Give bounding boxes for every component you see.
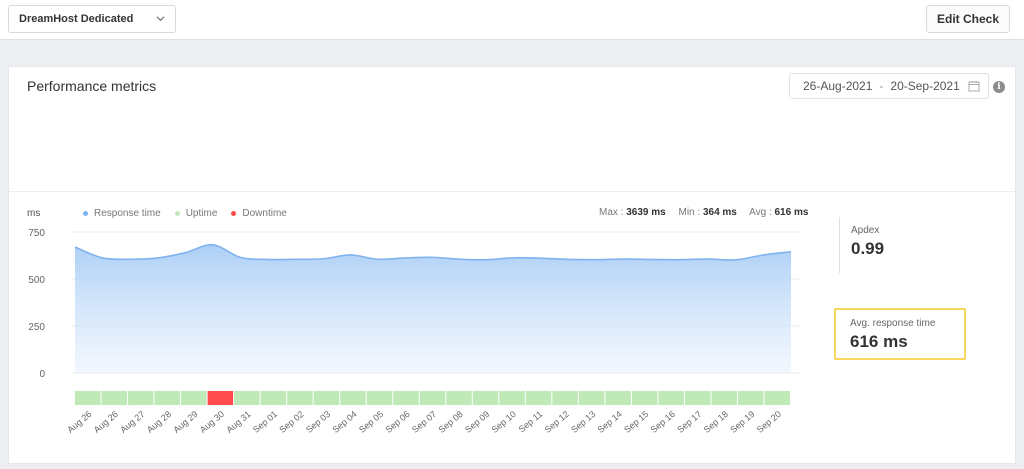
x-tick-label: Sep 20 [755,409,783,435]
x-tick-label: Sep 19 [728,409,756,435]
x-tick-label: Sep 08 [437,409,465,435]
legend-label: Downtime [242,208,287,219]
legend-dot [231,211,237,216]
uptime-segment [552,391,578,405]
uptime-segment [393,391,419,405]
date-range-picker[interactable]: 26-Aug-2021 - 20-Sep-2021 [789,73,989,99]
uptime-segment [764,391,790,405]
date-from: 26-Aug-2021 [803,79,873,93]
x-tick-label: Aug 26 [65,409,93,435]
response-stats: Max : 3639 ms Min : 364 ms Avg : 616 ms [599,207,808,218]
uptime-segment [658,391,684,405]
check-selector-dropdown[interactable]: DreamHost Dedicated [8,5,176,33]
uptime-segment [472,391,499,405]
max-label: Max : [599,207,624,218]
legend-downtime[interactable]: Downtime [231,208,287,219]
x-tick-label: Sep 04 [330,409,358,435]
avg-response-label: Avg. response time [850,318,936,329]
calendar-icon [968,81,980,92]
x-tick-label: Sep 15 [622,409,650,435]
response-time-area [75,244,791,373]
uptime-segment [340,391,366,405]
x-tick-label: Sep 05 [357,409,385,435]
x-tick-label: Aug 26 [92,409,120,435]
avg-label: Avg : [749,207,772,218]
uptime-segment [366,391,393,405]
panel-title: Performance metrics [27,78,157,94]
avg-response-card: Avg. response time 616 ms [834,308,966,360]
uptime-segment [154,391,181,405]
y-axis-unit: ms [27,208,41,219]
x-tick-label: Sep 12 [543,409,571,435]
legend-dot [174,211,180,216]
response-time-line [74,243,792,261]
x-tick-label: Sep 09 [463,409,491,435]
uptime-segment [737,391,764,405]
top-bar: DreamHost Dedicated Edit Check [0,0,1024,40]
legend-response-time[interactable]: Response time [83,208,161,219]
x-tick-label: Aug 28 [145,409,173,435]
x-tick-label: Sep 03 [304,409,332,435]
downtime-segment [207,391,234,405]
uptime-segment [419,391,446,405]
min-label: Min : [678,207,701,218]
x-tick-label: Sep 01 [251,409,279,435]
uptime-segment [287,391,313,405]
x-tick-label: Sep 06 [383,409,411,435]
x-tick-label: Sep 10 [490,409,518,435]
min-value: 364 ms [702,207,737,218]
legend-dot [83,211,88,216]
uptime-segment [234,391,260,405]
uptime-segment [684,391,711,405]
edit-check-button[interactable]: Edit Check [926,5,1010,33]
x-tick-label: Sep 07 [410,409,438,435]
x-tick-label: Sep 17 [675,409,703,435]
x-tick-label: Sep 18 [702,409,730,435]
uptime-segment [101,391,128,405]
y-tick-label: 0 [39,369,45,380]
legend-label: Uptime [185,208,218,219]
legend-label: Response time [94,208,161,219]
uptime-segment [313,391,340,405]
y-tick-label: 750 [28,228,45,239]
date-to: 20-Sep-2021 [890,79,960,93]
uptime-segment [525,391,552,405]
x-tick-label: Aug 31 [224,409,252,435]
chart-legend: Response time Uptime Downtime [83,208,301,219]
x-tick-label: Sep 13 [569,409,597,435]
x-tick-label: Sep 16 [649,409,677,435]
legend-uptime[interactable]: Uptime [174,208,218,219]
x-tick-label: Sep 14 [596,409,624,435]
y-tick-label: 500 [28,275,45,286]
info-icon[interactable]: i [993,81,1005,93]
uptime-segment [75,391,101,405]
x-tick-label: Aug 30 [198,409,226,435]
uptime-segment [181,391,207,405]
divider [9,191,1015,192]
avg-value: 616 ms [774,207,809,218]
x-tick-label: Sep 11 [517,409,545,435]
chevron-down-icon [156,16,165,22]
apdex-label: Apdex [851,225,880,236]
uptime-segment [605,391,631,405]
uptime-segment [499,391,525,405]
uptime-segment [128,391,154,405]
uptime-segment [578,391,605,405]
apdex-card: Apdex 0.99 [839,217,884,273]
check-selector-value: DreamHost Dedicated [19,13,134,25]
date-separator: - [879,79,884,93]
uptime-segment [260,391,287,405]
avg-response-value: 616 ms [850,332,908,351]
uptime-segment [631,391,658,405]
max-value: 3639 ms [626,207,666,218]
uptime-segment [711,391,737,405]
performance-metrics-panel: Performance metrics 26-Aug-2021 - 20-Sep… [8,66,1016,464]
x-tick-label: Aug 29 [171,409,199,435]
x-tick-label: Sep 02 [277,409,305,435]
uptime-segment [446,391,472,405]
y-tick-label: 250 [28,322,45,333]
apdex-value: 0.99 [851,239,885,258]
x-tick-label: Aug 27 [118,409,146,435]
